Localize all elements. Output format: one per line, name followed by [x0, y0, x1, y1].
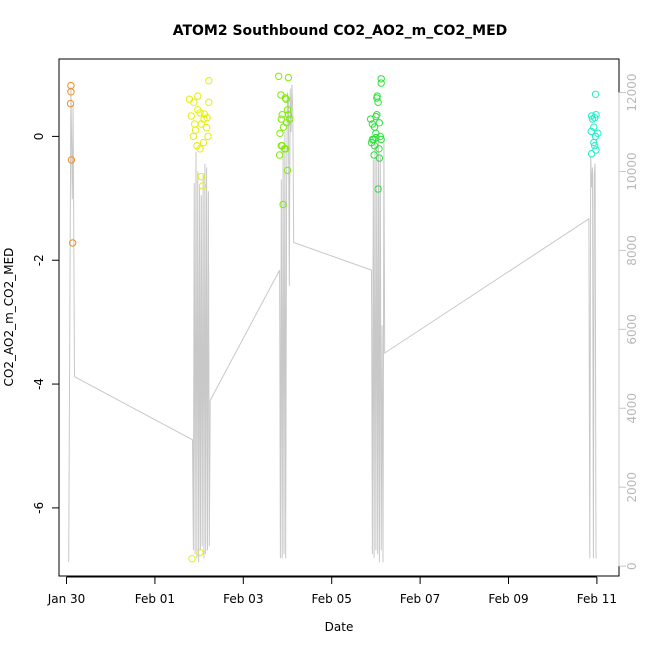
data-point	[279, 123, 288, 131]
data-point	[193, 142, 201, 150]
data-point	[377, 75, 385, 83]
x-tick-label: Feb 03	[223, 592, 263, 606]
y-tick-label: 0	[32, 133, 46, 141]
y-axis-label: CO2_AO2_m_CO2_MED	[2, 248, 16, 387]
data-point	[283, 106, 292, 114]
plot-frame	[58, 58, 620, 577]
data-point	[374, 98, 382, 107]
data-point	[187, 112, 195, 120]
data-point	[594, 129, 602, 138]
y-tick-label: -2	[32, 254, 46, 266]
data-point	[587, 127, 595, 136]
x-tick-label: Feb 09	[488, 592, 528, 606]
data-point	[189, 132, 198, 141]
x-axis-label: Date	[325, 620, 354, 634]
secondary-series-line	[68, 84, 597, 563]
data-point	[197, 172, 206, 181]
points-layer	[66, 72, 602, 563]
data-point	[375, 145, 383, 153]
data-point	[282, 95, 290, 103]
data-point	[372, 133, 380, 142]
x-tick-label: Feb 05	[312, 592, 352, 606]
data-point	[204, 132, 212, 141]
y2-tick-label: 8000	[625, 235, 639, 266]
data-point	[588, 115, 597, 123]
data-point	[377, 135, 385, 144]
data-point	[66, 99, 75, 108]
data-point	[205, 98, 213, 107]
y2-tick-label: 4000	[625, 393, 639, 424]
data-point	[377, 79, 385, 87]
data-point	[194, 92, 202, 100]
y-tick-label: -6	[32, 502, 46, 514]
data-point	[374, 185, 382, 193]
secondary-line-layer	[68, 84, 597, 563]
data-point	[286, 115, 294, 123]
y2-tick-label: 2000	[625, 472, 639, 503]
data-point	[375, 154, 384, 162]
data-point	[376, 132, 384, 141]
data-point	[587, 150, 596, 158]
data-point	[205, 77, 213, 85]
x-tick-label: Feb 01	[135, 592, 175, 606]
y2-tick-label: 10000	[625, 152, 639, 190]
data-point	[375, 119, 384, 127]
data-point	[591, 90, 600, 99]
data-point	[196, 548, 204, 557]
data-point	[191, 120, 199, 128]
data-point	[69, 239, 77, 247]
data-point	[592, 146, 600, 154]
data-point	[203, 114, 211, 122]
data-point	[199, 138, 208, 147]
data-point	[67, 88, 75, 96]
axes-layer: Jan 30 Feb 01 Feb 03 Feb 05 Feb 07 Feb 09 Feb …	[32, 73, 639, 606]
data-point	[370, 151, 378, 159]
data-point	[277, 115, 285, 123]
data-point	[202, 124, 211, 132]
data-point	[196, 109, 204, 117]
x-tick-label: Jan 30	[47, 592, 86, 606]
data-point	[281, 94, 289, 102]
data-point	[67, 156, 76, 164]
data-point	[283, 166, 292, 175]
data-point	[276, 129, 284, 138]
data-point	[198, 182, 207, 190]
y2-tick-label: 6000	[625, 314, 639, 345]
data-point	[590, 138, 598, 147]
data-point	[190, 98, 198, 107]
data-point	[275, 151, 284, 159]
data-point	[277, 142, 285, 150]
chart-title: ATOM2 Southbound CO2_AO2_m_CO2_MED	[173, 23, 508, 39]
data-point	[284, 73, 293, 82]
data-point	[279, 200, 287, 209]
data-point	[591, 142, 599, 150]
x-tick-label: Feb 11	[577, 592, 617, 606]
data-point	[368, 135, 377, 144]
data-point	[191, 126, 200, 134]
y2-tick-label: 12000	[625, 73, 639, 111]
data-point	[372, 112, 380, 121]
data-point	[278, 111, 286, 119]
y2-tick-label: 0	[625, 562, 639, 570]
data-point	[185, 95, 194, 103]
x-tick-label: Feb 07	[400, 592, 440, 606]
data-point	[188, 555, 196, 563]
y-tick-label: -4	[32, 378, 46, 390]
data-point	[275, 72, 283, 81]
